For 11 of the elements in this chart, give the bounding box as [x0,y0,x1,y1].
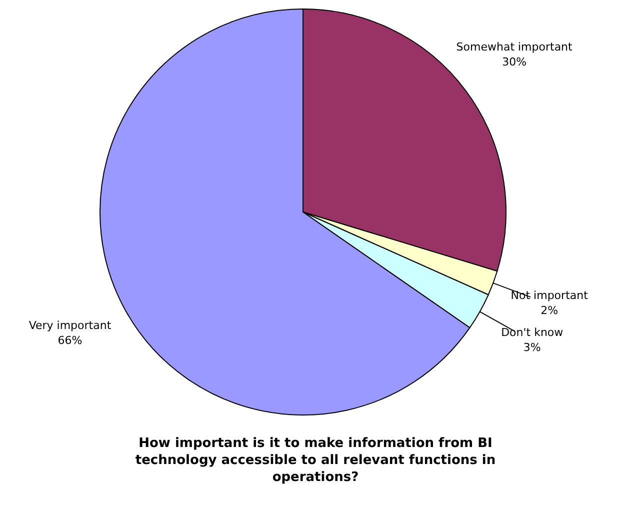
text: How important is it to make information from BI [138,436,492,451]
text: operations? [272,470,359,485]
slice-label: Don't know [501,326,564,340]
slice-label: Very important [28,318,112,332]
slice-label: Somewhat important [456,40,574,54]
data-label: 30% [502,55,527,68]
text: technology accessible to all relevant functions in [135,453,496,468]
data-label: 2% [540,304,558,318]
data-label: 66% [58,334,82,347]
data-label: 3% [523,341,541,354]
slice-label: Not important [510,289,589,302]
